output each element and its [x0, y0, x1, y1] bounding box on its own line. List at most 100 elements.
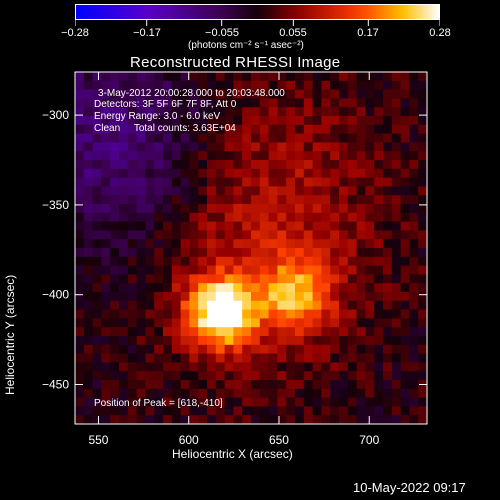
heatmap-cell — [189, 397, 199, 407]
heatmap-cell — [347, 274, 357, 284]
heatmap-cell — [215, 388, 225, 398]
heatmap-cell — [215, 380, 225, 390]
heatmap-cell — [127, 318, 137, 328]
heatmap-cell — [286, 336, 296, 346]
heatmap-cell — [409, 344, 419, 354]
heatmap-cell — [347, 248, 357, 258]
heatmap-cell — [110, 371, 120, 381]
heatmap-cell — [171, 133, 181, 143]
heatmap-cell — [409, 283, 419, 293]
heatmap-cell — [242, 133, 252, 143]
heatmap-cell — [259, 256, 269, 266]
heatmap-cell — [101, 248, 111, 258]
heatmap-cell — [330, 406, 340, 416]
heatmap-cell — [356, 336, 366, 346]
heatmap-cell — [127, 195, 137, 205]
heatmap-cell — [391, 283, 401, 293]
heatmap-cell — [295, 397, 305, 407]
heatmap-cell — [365, 362, 375, 372]
heatmap-cell — [277, 397, 287, 407]
heatmap-cell — [75, 168, 85, 178]
heatmap-cell — [330, 239, 340, 249]
heatmap-cell — [391, 353, 401, 363]
heatmap-cell — [92, 89, 102, 99]
heatmap-cell — [259, 124, 269, 134]
heatmap-cell — [145, 406, 155, 416]
heatmap-cell — [163, 133, 173, 143]
heatmap-cell — [268, 186, 278, 196]
heatmap-cell — [251, 415, 261, 425]
heatmap-cell — [171, 204, 181, 214]
heatmap-cell — [268, 177, 278, 187]
heatmap-cell — [259, 116, 269, 126]
heatmap-cell — [83, 397, 93, 407]
heatmap-cell — [163, 168, 173, 178]
heatmap-cell — [92, 160, 102, 170]
heatmap-cell — [127, 133, 137, 143]
heatmap-cell — [339, 151, 349, 161]
heatmap-cell — [312, 124, 322, 134]
heatmap-cell — [383, 371, 393, 381]
heatmap-cell — [251, 72, 261, 82]
heatmap-cell — [224, 256, 234, 266]
heatmap-cell — [242, 116, 252, 126]
heatmap-cell — [242, 362, 252, 372]
heatmap-cell — [418, 72, 428, 82]
heatmap-cell — [180, 151, 190, 161]
colorbar-tick-label: 0.055 — [279, 27, 307, 39]
heatmap-cell — [163, 212, 173, 222]
heatmap-cell — [418, 292, 428, 302]
heatmap-cell — [119, 124, 129, 134]
heatmap-cell — [127, 151, 137, 161]
heatmap-cell — [268, 256, 278, 266]
heatmap-cell — [233, 160, 243, 170]
heatmap-cell — [312, 98, 322, 108]
heatmap-cell — [163, 353, 173, 363]
heatmap-cell — [198, 371, 208, 381]
heatmap-cell — [330, 107, 340, 117]
heatmap-cell — [383, 107, 393, 117]
heatmap-cell — [259, 239, 269, 249]
heatmap-cell — [189, 186, 199, 196]
heatmap-cell — [171, 124, 181, 134]
plot-frame — [74, 71, 428, 425]
heatmap-cell — [356, 195, 366, 205]
heatmap-cell — [233, 212, 243, 222]
heatmap-cell — [92, 195, 102, 205]
heatmap-cell — [242, 380, 252, 390]
heatmap-cell — [295, 89, 305, 99]
heatmap-cell — [321, 309, 331, 319]
heatmap-cell — [154, 388, 164, 398]
heatmap-cell — [154, 380, 164, 390]
heatmap-cell — [119, 151, 129, 161]
heatmap-cell — [277, 309, 287, 319]
heatmap-cell — [171, 186, 181, 196]
heatmap-cell — [119, 160, 129, 170]
heatmap-cell — [207, 80, 217, 90]
heatmap-cell — [303, 221, 313, 231]
heatmap-cell — [330, 221, 340, 231]
heatmap-cell — [119, 248, 129, 258]
heatmap-cell — [189, 177, 199, 187]
heatmap-cell — [119, 168, 129, 178]
heatmap-cell — [251, 204, 261, 214]
heatmap-cell — [409, 380, 419, 390]
heatmap-cell — [303, 186, 313, 196]
heatmap-cell — [127, 362, 137, 372]
colorbar-tick-label: −0.28 — [61, 27, 89, 39]
heatmap-cell — [339, 397, 349, 407]
heatmap-cell — [268, 133, 278, 143]
heatmap-cell — [83, 116, 93, 126]
heatmap-cell — [145, 300, 155, 310]
heatmap-cell — [189, 344, 199, 354]
heatmap-cell — [242, 204, 252, 214]
heatmap-cell — [215, 239, 225, 249]
heatmap-cell — [251, 397, 261, 407]
heatmap-cell — [163, 98, 173, 108]
heatmap-cell — [383, 116, 393, 126]
heatmap-cell — [101, 292, 111, 302]
heatmap-cell — [110, 327, 120, 337]
heatmap-cell — [268, 380, 278, 390]
heatmap-cell — [180, 415, 190, 425]
heatmap-cell — [400, 309, 410, 319]
